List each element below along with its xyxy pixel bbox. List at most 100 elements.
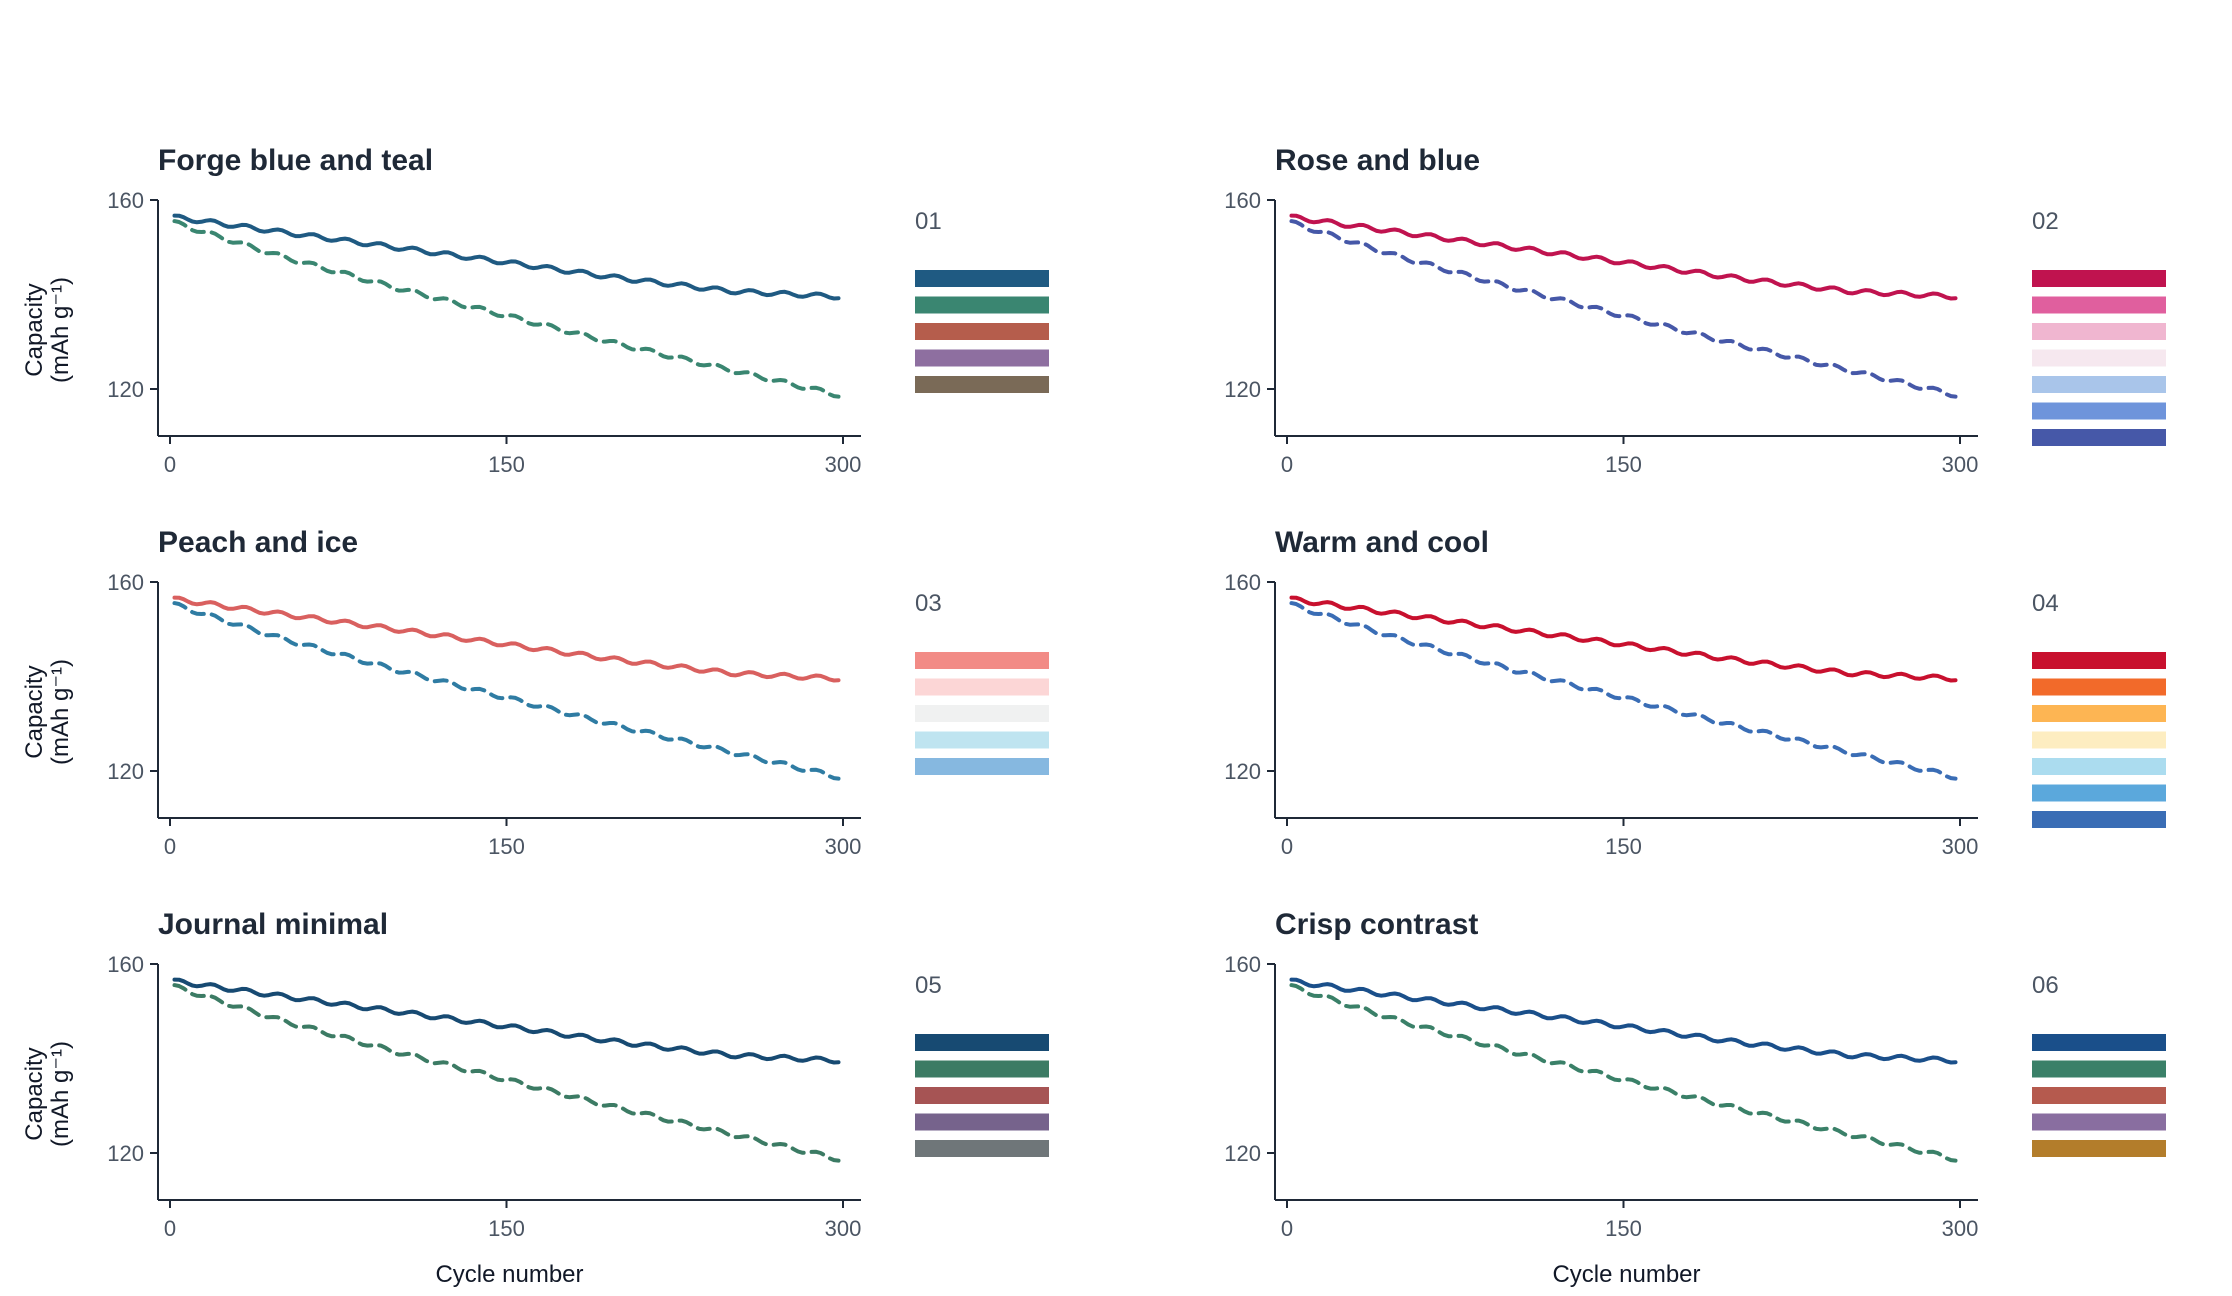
palette-swatch [915,678,1049,696]
palette-swatch [2032,811,2166,828]
palette-swatch [2032,731,2166,749]
x-tick-label: 0 [1281,1216,1293,1241]
x-axis-label: Cycle number [435,1261,583,1288]
palette-swatch [2032,1113,2166,1131]
panel-title: Crisp contrast [1275,908,1478,941]
x-tick-label: 300 [825,1216,862,1241]
solid-series-line [1289,977,1958,1065]
x-axis-label: Cycle number [1552,1261,1700,1288]
solid-series-line [172,977,841,1065]
solid-series-line [172,213,841,301]
palette-swatch [2032,376,2166,393]
palette-swatch [2032,296,2166,314]
chart-panel-03: Peach and ice 120 160 0 150 300 Capacity(mAh g… [21,526,1049,859]
palette-number: 05 [915,972,942,999]
palette-number: 01 [915,208,942,235]
x-tick-label: 300 [1942,834,1979,859]
palette-swatch [915,376,1049,393]
palette-swatch [2032,1140,2166,1157]
x-tick-label: 150 [488,834,525,859]
palette-swatch [915,1113,1049,1131]
palette-number: 04 [2032,590,2059,617]
y-tick-label: 160 [107,570,144,595]
x-tick-label: 0 [1281,834,1293,859]
palette-swatch [2032,758,2166,775]
palette-swatch [2032,402,2166,420]
palette-swatch [2032,429,2166,446]
palette-swatch [2032,1034,2166,1051]
palette-swatch [2032,784,2166,802]
y-tick-label: 120 [107,1141,144,1166]
dashed-series-line [172,601,841,781]
x-tick-label: 150 [1605,1216,1642,1241]
palette-number: 03 [915,590,942,617]
y-tick-label: 160 [1224,188,1261,213]
y-tick-label: 160 [107,188,144,213]
x-tick-label: 150 [1605,834,1642,859]
x-tick-label: 300 [1942,452,1979,477]
panel-title: Journal minimal [158,908,388,941]
y-axis-label-line-2: (mAh g⁻¹) [47,277,74,383]
x-tick-label: 0 [1281,452,1293,477]
palette-swatch [915,652,1049,669]
palette-swatch [2032,349,2166,367]
y-tick-label: 160 [1224,952,1261,977]
palette-swatch [915,323,1049,340]
solid-series-line [1289,595,1958,683]
palette-swatch [2032,270,2166,287]
y-tick-label: 120 [107,377,144,402]
y-axis-label-line-2: (mAh g⁻¹) [47,659,74,765]
y-axis-label-line-1: Capacity [21,1047,48,1140]
panel-title: Rose and blue [1275,144,1480,177]
solid-series-line [1289,213,1958,301]
y-tick-label: 160 [1224,570,1261,595]
y-axis-label: Capacity(mAh g⁻¹) [21,1041,74,1147]
dashed-series-line [1289,601,1958,781]
palette-swatch [915,349,1049,367]
dashed-series-line [1289,983,1958,1163]
palette-swatch [915,1034,1049,1051]
y-axis-label-line-1: Capacity [21,665,48,758]
palette-swatch [915,1140,1049,1157]
palette-swatch [915,731,1049,749]
y-axis-label: Capacity(mAh g⁻¹) [21,277,74,383]
y-axis-label-line-2: (mAh g⁻¹) [47,1041,74,1147]
palette-swatch [2032,1060,2166,1078]
chart-panel-02: Rose and blue 120 160 0 150 300 02 [1224,144,2166,477]
palette-swatch [2032,678,2166,696]
palette-swatch [2032,652,2166,669]
y-tick-label: 120 [107,759,144,784]
y-axis-label-line-1: Capacity [21,283,48,376]
y-tick-label: 120 [1224,377,1261,402]
palette-number: 02 [2032,208,2059,235]
y-axis-label: Capacity(mAh g⁻¹) [21,659,74,765]
palette-swatch [915,1087,1049,1104]
x-tick-label: 300 [1942,1216,1979,1241]
palette-swatch [915,758,1049,775]
chart-panel-04: Warm and cool 120 160 0 150 300 04 [1224,526,2166,859]
x-tick-label: 300 [825,834,862,859]
x-tick-label: 150 [488,452,525,477]
x-tick-label: 0 [164,1216,176,1241]
palette-swatch [915,705,1049,722]
dashed-series-line [172,219,841,399]
x-tick-label: 150 [1605,452,1642,477]
palette-swatch [2032,323,2166,340]
solid-series-line [172,595,841,683]
palette-swatch [915,270,1049,287]
palette-number: 06 [2032,972,2059,999]
palette-swatch [2032,1087,2166,1104]
y-tick-label: 160 [107,952,144,977]
chart-panel-01: Forge blue and teal 120 160 0 150 300 Capacity… [21,144,1049,477]
panel-title: Peach and ice [158,526,358,559]
panel-title: Forge blue and teal [158,144,433,177]
palette-swatch [2032,705,2166,722]
x-tick-label: 0 [164,452,176,477]
panel-title: Warm and cool [1275,526,1489,559]
dashed-series-line [1289,219,1958,399]
x-tick-label: 300 [825,452,862,477]
chart-panel-06: Crisp contrast 120 160 0 150 300 Cycle number 0… [1224,908,2166,1288]
chart-panel-05: Journal minimal 120 160 0 150 300 Capacity(mAh… [21,908,1049,1288]
dashed-series-line [172,983,841,1163]
